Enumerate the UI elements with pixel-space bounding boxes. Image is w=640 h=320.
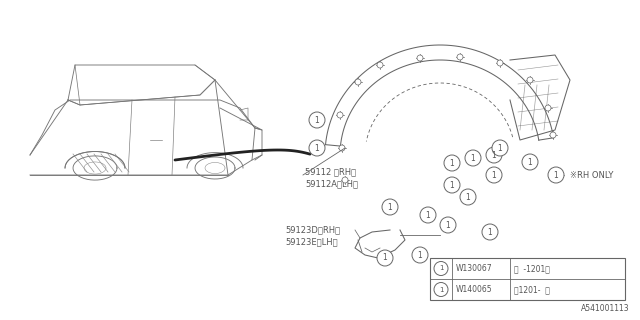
Text: A541001113: A541001113 (581, 304, 630, 313)
Circle shape (492, 140, 508, 156)
Text: 〈  -1201〉: 〈 -1201〉 (514, 264, 550, 273)
Text: 〈1201-  〉: 〈1201- 〉 (514, 285, 550, 294)
Circle shape (339, 145, 345, 151)
Bar (430, 258, 625, 300)
Text: 1: 1 (450, 158, 454, 167)
Circle shape (550, 132, 556, 138)
Text: 1: 1 (439, 266, 444, 271)
Circle shape (486, 167, 502, 183)
Circle shape (377, 250, 393, 266)
Text: 1: 1 (426, 211, 430, 220)
Text: 1: 1 (383, 253, 387, 262)
Circle shape (355, 79, 361, 85)
Circle shape (444, 155, 460, 171)
Text: W140065: W140065 (456, 285, 493, 294)
Circle shape (545, 105, 551, 111)
Text: 1: 1 (470, 154, 476, 163)
Circle shape (465, 150, 481, 166)
Text: 1: 1 (466, 193, 470, 202)
Circle shape (377, 62, 383, 68)
Circle shape (337, 112, 343, 118)
Text: 1: 1 (488, 228, 492, 236)
Circle shape (486, 147, 502, 163)
Text: W130067: W130067 (456, 264, 493, 273)
Text: ※RH ONLY: ※RH ONLY (570, 171, 613, 180)
Circle shape (417, 55, 423, 61)
Text: 1: 1 (445, 220, 451, 229)
Circle shape (412, 247, 428, 263)
Circle shape (434, 261, 448, 276)
Circle shape (522, 154, 538, 170)
Circle shape (342, 177, 348, 183)
Circle shape (434, 283, 448, 297)
Text: 1: 1 (527, 157, 532, 166)
Circle shape (460, 189, 476, 205)
Circle shape (482, 224, 498, 240)
Text: 1: 1 (439, 286, 444, 292)
Text: 1: 1 (492, 150, 497, 159)
Circle shape (420, 207, 436, 223)
Text: 1: 1 (498, 143, 502, 153)
Circle shape (527, 77, 533, 83)
Text: 59112A〈LH〉: 59112A〈LH〉 (305, 180, 358, 188)
Text: 59123D〈RH〉: 59123D〈RH〉 (285, 226, 340, 235)
Circle shape (497, 60, 503, 66)
Text: 1: 1 (388, 203, 392, 212)
Circle shape (382, 199, 398, 215)
Circle shape (457, 54, 463, 60)
Circle shape (444, 177, 460, 193)
Text: 1: 1 (315, 143, 319, 153)
Circle shape (548, 167, 564, 183)
Text: 59123E〈LH〉: 59123E〈LH〉 (285, 237, 338, 246)
Text: 59112 〈RH〉: 59112 〈RH〉 (305, 167, 356, 177)
Text: 1: 1 (315, 116, 319, 124)
Circle shape (440, 217, 456, 233)
Text: 1: 1 (450, 180, 454, 189)
Circle shape (309, 140, 325, 156)
Text: 1: 1 (492, 171, 497, 180)
Text: 1: 1 (554, 171, 558, 180)
Text: 1: 1 (418, 251, 422, 260)
Circle shape (309, 112, 325, 128)
